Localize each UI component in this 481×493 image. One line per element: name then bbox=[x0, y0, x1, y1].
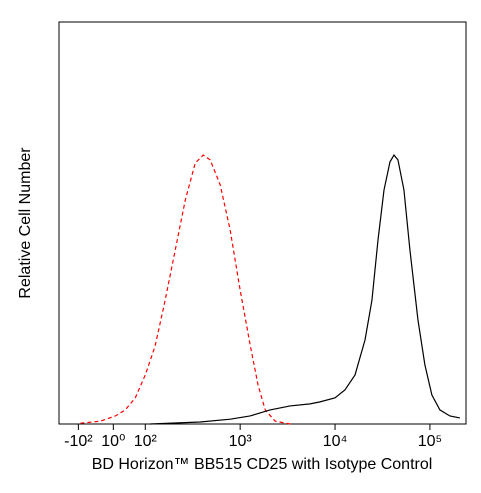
x-axis-label: BD Horizon™ BB515 CD25 with Isotype Cont… bbox=[92, 456, 433, 473]
y-axis-label: Relative Cell Number bbox=[17, 147, 34, 299]
histogram-line bbox=[80, 154, 291, 425]
plot-frame bbox=[58, 21, 467, 425]
x-tick-label: 10⁰ bbox=[101, 433, 125, 450]
x-tick-label: 10³ bbox=[229, 433, 253, 450]
histogram-line bbox=[150, 154, 461, 425]
x-tick-label: 10² bbox=[134, 433, 158, 450]
x-tick-label: -10² bbox=[64, 433, 93, 450]
x-tick-label: 10⁵ bbox=[418, 433, 442, 450]
x-tick-label: 10⁴ bbox=[323, 433, 348, 450]
